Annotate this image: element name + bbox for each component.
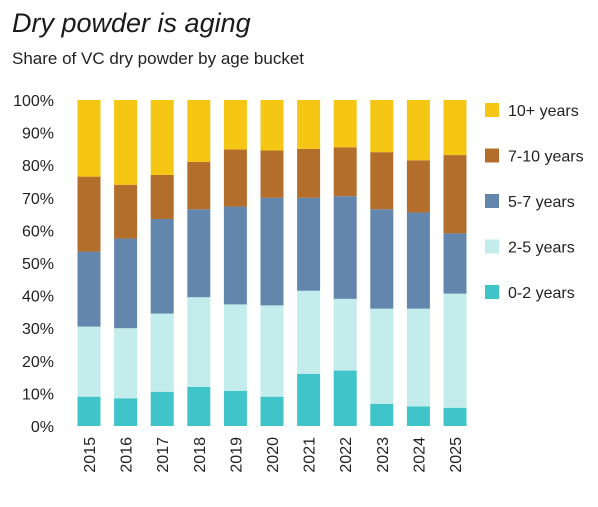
bar-segment-2017-10-years — [150, 100, 174, 175]
bar-segment-2015-0-2-years — [77, 396, 101, 426]
legend-label: 0-2 years — [508, 285, 575, 302]
bar-segment-2024-7-10-years — [406, 160, 430, 213]
legend-label: 5-7 years — [508, 194, 575, 211]
bar-segment-2025-2-5-years — [443, 293, 467, 408]
legend-swatch — [485, 239, 499, 254]
bars — [77, 100, 467, 426]
bar-segment-2021-2-5-years — [297, 290, 321, 374]
bar-segment-2022-5-7-years — [333, 196, 357, 299]
y-axis: 0% 10% 20% 30% 40% 50% 60% 70% 80% 90% 100% — [13, 93, 54, 436]
bar-segment-2015-7-10-years — [77, 176, 101, 252]
bar-segment-2017-2-5-years — [150, 313, 174, 392]
bar-segment-2016-7-10-years — [114, 184, 138, 239]
legend: 10+ years 7-10 years 5-7 years 2-5 years 0-2… — [485, 103, 584, 302]
bar-segment-2023-2-5-years — [370, 308, 394, 404]
x-tick-label: 2022 — [338, 437, 355, 473]
bar-segment-2015-2-5-years — [77, 326, 101, 397]
x-tick-label: 2016 — [119, 437, 136, 473]
y-tick-label: 0% — [31, 419, 54, 436]
legend-swatch — [485, 285, 499, 299]
bar-segment-2018-2-5-years — [187, 297, 211, 387]
bar-segment-2016-10-years — [114, 100, 138, 185]
legend-label: 2-5 years — [508, 240, 575, 257]
x-axis: 2015 2016 2017 2018 2019 2020 2021 2022 2023 2024… — [82, 437, 465, 473]
bar-segment-2021-7-10-years — [297, 148, 321, 198]
x-tick-label: 2020 — [265, 437, 282, 473]
bar-segment-2019-5-7-years — [223, 206, 247, 305]
bar-segment-2024-10-years — [406, 100, 430, 161]
bar-segment-2020-0-2-years — [260, 396, 284, 426]
chart-subtitle: Share of VC dry powder by age bucket — [12, 49, 304, 68]
y-tick-label: 100% — [13, 93, 54, 110]
bar-segment-2020-2-5-years — [260, 305, 284, 397]
chart-title: Dry powder is aging — [12, 8, 251, 38]
bar-segment-2023-0-2-years — [370, 403, 394, 426]
bar-segment-2016-0-2-years — [114, 398, 138, 426]
bar-segment-2017-0-2-years — [150, 391, 174, 426]
bar-segment-2018-7-10-years — [187, 161, 211, 210]
y-tick-label: 80% — [22, 158, 54, 175]
bar-segment-2025-10-years — [443, 100, 467, 156]
bar-segment-2025-5-7-years — [443, 233, 467, 294]
legend-swatch — [485, 103, 499, 117]
bar-segment-2023-7-10-years — [370, 152, 394, 210]
y-tick-label: 70% — [22, 191, 54, 208]
bar-segment-2022-2-5-years — [333, 298, 357, 371]
bar-segment-2017-5-7-years — [150, 218, 174, 314]
bar-segment-2022-10-years — [333, 100, 357, 148]
x-tick-label: 2017 — [155, 437, 172, 473]
bar-segment-2018-0-2-years — [187, 386, 211, 426]
y-tick-label: 40% — [22, 289, 54, 306]
bar-segment-2017-7-10-years — [150, 174, 174, 219]
bar-segment-2018-10-years — [187, 100, 211, 162]
x-tick-label: 2023 — [375, 437, 392, 473]
legend-swatch — [485, 194, 499, 208]
bar-segment-2019-2-5-years — [223, 304, 247, 391]
bar-segment-2023-10-years — [370, 100, 394, 153]
x-tick-label: 2024 — [411, 437, 428, 473]
bar-segment-2016-5-7-years — [114, 238, 138, 329]
y-tick-label: 20% — [22, 354, 54, 371]
x-tick-label: 2021 — [302, 437, 319, 473]
legend-swatch — [485, 148, 499, 163]
bar-segment-2020-10-years — [260, 100, 284, 151]
bar-segment-2020-5-7-years — [260, 197, 284, 306]
bar-segment-2021-10-years — [297, 100, 321, 149]
x-tick-label: 2018 — [192, 437, 209, 473]
bar-segment-2019-10-years — [223, 100, 247, 150]
bar-segment-2015-5-7-years — [77, 251, 101, 327]
x-tick-label: 2025 — [448, 437, 465, 473]
bar-segment-2019-7-10-years — [223, 149, 247, 207]
bar-segment-2023-5-7-years — [370, 209, 394, 309]
bar-segment-2024-0-2-years — [406, 406, 430, 426]
bar-segment-2025-7-10-years — [443, 155, 467, 234]
x-tick-label: 2015 — [82, 437, 99, 473]
bar-segment-2022-0-2-years — [333, 370, 357, 426]
legend-label: 10+ years — [508, 103, 579, 120]
y-tick-label: 60% — [22, 223, 54, 240]
y-tick-label: 30% — [22, 321, 54, 338]
bar-segment-2016-2-5-years — [114, 328, 138, 399]
x-tick-label: 2019 — [228, 437, 245, 473]
legend-label: 7-10 years — [508, 149, 584, 166]
bar-segment-2024-2-5-years — [406, 308, 430, 407]
bar-segment-2020-7-10-years — [260, 150, 284, 198]
y-tick-label: 10% — [22, 386, 54, 403]
bar-segment-2021-0-2-years — [297, 373, 321, 426]
bar-segment-2018-5-7-years — [187, 209, 211, 298]
bar-segment-2019-0-2-years — [223, 390, 247, 426]
bar-segment-2024-5-7-years — [406, 212, 430, 309]
bar-segment-2021-5-7-years — [297, 197, 321, 291]
bar-segment-2022-7-10-years — [333, 147, 357, 197]
bar-segment-2015-10-years — [77, 100, 101, 177]
y-tick-label: 90% — [22, 126, 54, 143]
y-tick-label: 50% — [22, 256, 54, 273]
bar-segment-2025-0-2-years — [443, 407, 467, 426]
